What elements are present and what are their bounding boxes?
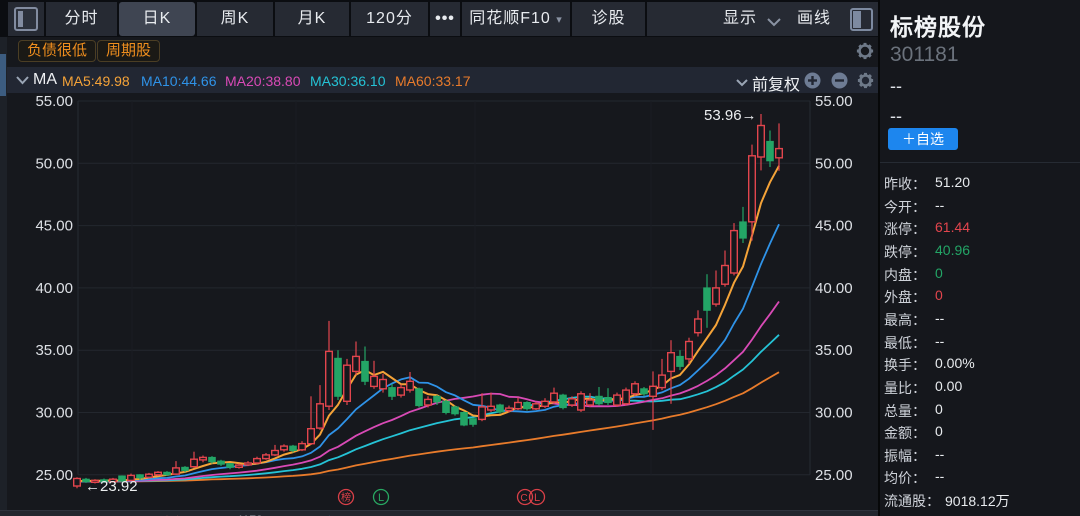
svg-text:50.00: 50.00 [35, 155, 73, 172]
svg-text:35.00: 35.00 [815, 342, 853, 359]
svg-text:35.00: 35.00 [35, 342, 73, 359]
svg-text:←23.92: ←23.92 [85, 478, 138, 495]
svg-text:40.00: 40.00 [35, 280, 73, 297]
svg-text:53.96→: 53.96→ [704, 107, 757, 124]
svg-text:25.00: 25.00 [815, 467, 853, 484]
svg-text:45.00: 45.00 [815, 218, 853, 235]
svg-text:55.00: 55.00 [815, 93, 853, 110]
svg-text:45.00: 45.00 [35, 218, 73, 235]
svg-text:C: C [520, 493, 527, 504]
svg-text:榜: 榜 [341, 491, 351, 504]
svg-text:25.00: 25.00 [35, 467, 73, 484]
svg-text:L: L [378, 492, 384, 504]
svg-text:L: L [534, 492, 540, 504]
svg-text:30.00: 30.00 [35, 405, 73, 422]
svg-text:30.00: 30.00 [815, 405, 853, 422]
svg-text:50.00: 50.00 [815, 155, 853, 172]
svg-text:40.00: 40.00 [815, 280, 853, 297]
svg-text:55.00: 55.00 [35, 93, 73, 110]
